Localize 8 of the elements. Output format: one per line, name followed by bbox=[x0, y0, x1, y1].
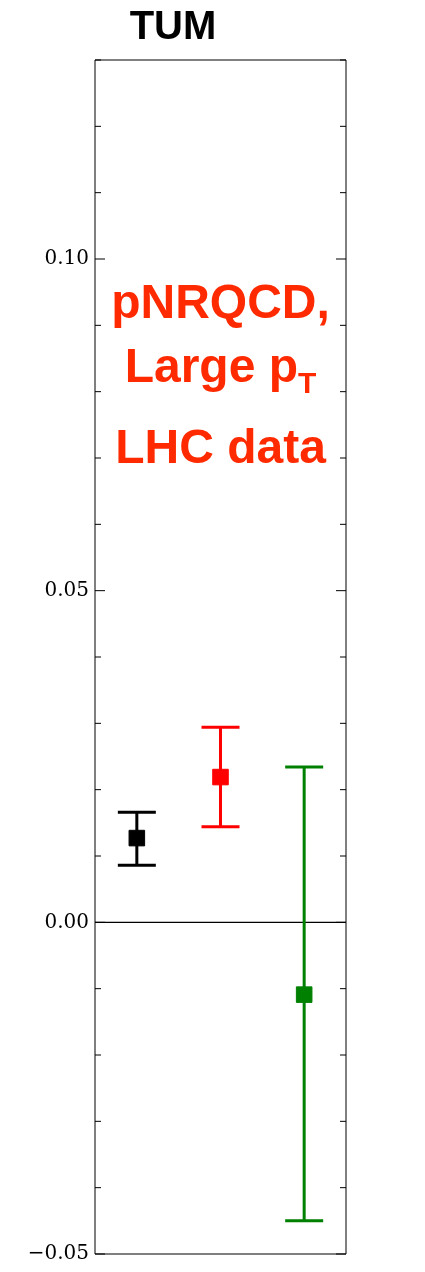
annotation: Large p$_{T}$ bbox=[123, 338, 318, 401]
y-tick-label: 0.10 bbox=[44, 245, 89, 270]
y-tick-label: −0.05 bbox=[27, 1240, 89, 1265]
y-tick-label: 0.05 bbox=[44, 576, 89, 601]
y-tick-label: 0.00 bbox=[44, 908, 89, 933]
annotation: LHC data bbox=[114, 418, 328, 475]
chart-title: TUM bbox=[129, 3, 217, 48]
annotation: pNRQCD, bbox=[110, 274, 331, 330]
